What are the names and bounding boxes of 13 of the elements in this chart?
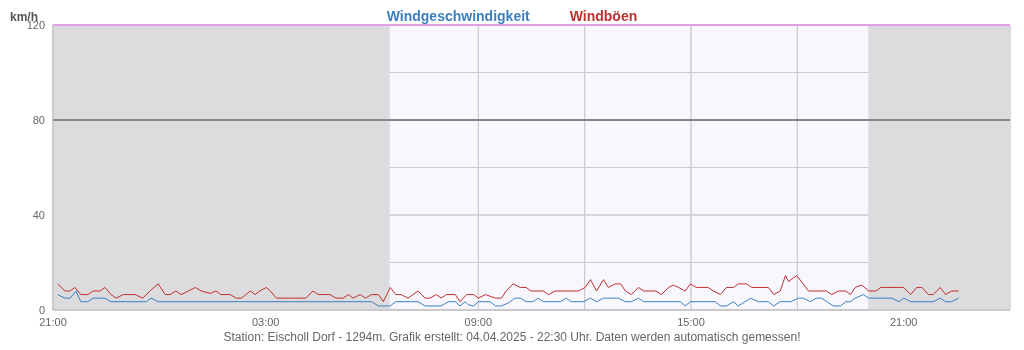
y-tick-label: 0: [38, 303, 45, 316]
x-tick-label: 09:00: [464, 315, 493, 328]
y-tick-label: 40: [32, 208, 45, 221]
text: Station: Eischoll Dorf - 1294m. Grafik erstellt: 04.04.2025 - 22:30 Uhr. Daten werden automatisch gemessen!: [222, 330, 802, 344]
text: Windgeschwindigkeit: [386, 8, 530, 24]
line-series: [57, 275, 960, 303]
y-tick-label: 80: [32, 113, 45, 126]
text: Windböen: [569, 8, 638, 24]
line-series: [57, 290, 960, 307]
x-tick-label: 15:00: [677, 315, 705, 328]
x-tick-label: 03:00: [251, 315, 280, 328]
x-tick-label: 21:00: [889, 315, 918, 328]
x-tick-label: 21:00: [39, 315, 67, 328]
